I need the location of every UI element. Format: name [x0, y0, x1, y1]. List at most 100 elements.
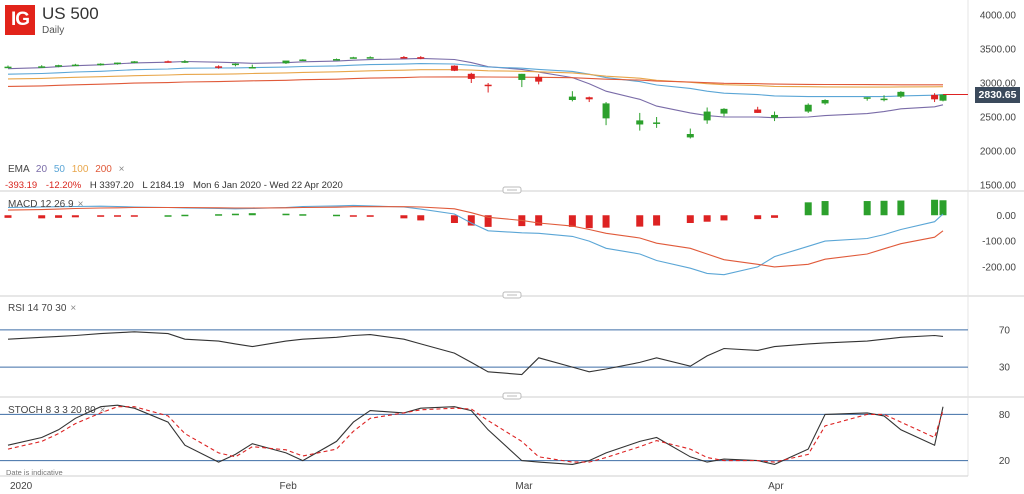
candle-body — [821, 100, 829, 104]
rsi-label-text: RSI 14 70 30 — [8, 303, 67, 314]
candle-body — [880, 98, 888, 101]
candle-body — [754, 109, 762, 113]
ema-legend[interactable]: EMA 20 50 100 200 × — [8, 164, 125, 175]
macd-histogram-bar — [71, 215, 79, 218]
candle-body — [366, 57, 374, 59]
rsi-rsi-line — [7, 331, 944, 376]
candle-body — [585, 97, 593, 100]
candle-body — [282, 60, 290, 64]
candle-body — [450, 65, 458, 71]
change-percent: -12.20% — [45, 180, 82, 191]
macd-histogram-bar — [653, 215, 661, 226]
macd-histogram-bar — [417, 215, 425, 221]
last-price-badge: 2830.65 — [975, 87, 1020, 103]
disclaimer: Date is indicative — [6, 468, 63, 477]
time-axis-label: Mar — [515, 481, 533, 492]
candle-body — [653, 122, 661, 124]
macd-histogram-bar — [880, 200, 888, 216]
low-value: L 2184.19 — [142, 180, 185, 191]
candle-body — [518, 73, 526, 80]
rsi-axis-tick: 70 — [999, 325, 1011, 336]
candle-body — [164, 61, 172, 63]
instrument-title: US 500 — [42, 4, 99, 23]
macd-label-text: MACD 12 26 9 — [8, 199, 74, 210]
rsi-remove-icon[interactable]: × — [70, 303, 77, 314]
rsi-axis-tick: 30 — [999, 363, 1011, 374]
ema-remove-icon[interactable]: × — [118, 164, 125, 175]
timeframe-label: Daily — [42, 25, 65, 36]
candle-body — [97, 63, 105, 66]
candle-body — [939, 94, 947, 101]
macd-histogram-bar — [467, 215, 475, 226]
macd-histogram-bar — [602, 215, 610, 228]
macd-histogram-bar — [38, 215, 46, 219]
macd-histogram-bar — [55, 215, 63, 218]
candle-body — [863, 97, 871, 99]
candle-body — [215, 66, 223, 68]
candle-body — [55, 65, 63, 67]
macd-signal-line — [7, 206, 944, 268]
change-value: -393.19 — [5, 180, 38, 191]
candle-body — [417, 57, 425, 59]
macd-histogram-bar — [484, 215, 492, 227]
candle-body — [248, 67, 256, 69]
macd-label[interactable]: MACD 12 26 9 × — [8, 199, 83, 210]
stoch-axis-tick: 80 — [999, 410, 1011, 421]
price-axis-tick: 1500.00 — [980, 181, 1017, 192]
ema200-period: 200 — [95, 164, 112, 175]
ema100-period: 100 — [71, 164, 89, 175]
macd-histogram-bar — [349, 215, 357, 217]
macd-histogram-bar — [931, 199, 939, 216]
candle-body — [400, 57, 408, 59]
candle-body — [231, 63, 239, 66]
time-axis-label: 2020 — [10, 481, 33, 492]
macd-histogram-bar — [821, 201, 829, 216]
candle-body — [467, 73, 475, 79]
macd-remove-icon[interactable]: × — [77, 199, 84, 210]
price-axis-tick: 2000.00 — [980, 147, 1017, 158]
macd-histogram-bar — [400, 215, 408, 219]
stoch-d-line — [7, 406, 944, 463]
macd-histogram-bar — [450, 215, 458, 223]
candle-body — [130, 61, 138, 63]
macd-histogram-bar — [754, 215, 762, 220]
candle-body — [703, 111, 711, 121]
macd-axis-tick: -200.00 — [982, 262, 1016, 273]
stoch-label[interactable]: STOCH 8 3 3 20 80 × — [8, 405, 106, 416]
ema-legend-label: EMA — [8, 164, 30, 175]
macd-histogram-bar — [897, 200, 905, 216]
ema50-period: 50 — [53, 164, 65, 175]
stoch-remove-icon[interactable]: × — [99, 405, 106, 416]
macd-axis-tick: 0.00 — [997, 211, 1017, 222]
macd-histogram-bar — [703, 215, 711, 222]
macd-histogram-bar — [804, 202, 812, 216]
candle-body — [114, 62, 122, 65]
price-axis-tick: 3500.00 — [980, 45, 1017, 56]
macd-histogram-bar — [771, 215, 779, 218]
candle-body — [535, 76, 543, 82]
macd-histogram-bar — [164, 215, 172, 217]
time-axis-label: Apr — [768, 481, 784, 492]
macd-histogram-bar — [333, 214, 341, 217]
macd-histogram-bar — [215, 214, 223, 216]
price-axis-tick: 4000.00 — [980, 11, 1017, 22]
ema-100-line — [7, 69, 944, 88]
macd-histogram-bar — [114, 215, 122, 217]
macd-histogram-bar — [130, 215, 138, 217]
macd-histogram-bar — [863, 201, 871, 216]
macd-histogram-bar — [181, 214, 189, 217]
rsi-label[interactable]: RSI 14 70 30 × — [8, 303, 76, 314]
candle-body — [897, 91, 905, 97]
candle-body — [636, 120, 644, 125]
macd-axis-tick: -100.00 — [982, 237, 1016, 248]
stoch-axis-tick: 20 — [999, 456, 1011, 467]
date-range: Mon 6 Jan 2020 - Wed 22 Apr 2020 — [192, 180, 343, 191]
candle-body — [804, 104, 812, 112]
macd-histogram-bar — [97, 215, 105, 217]
ema-20-line — [7, 57, 944, 119]
ema20-period: 20 — [35, 164, 48, 175]
candle-body — [771, 114, 779, 118]
macd-histogram-bar — [231, 213, 239, 216]
candle-body — [484, 84, 492, 87]
